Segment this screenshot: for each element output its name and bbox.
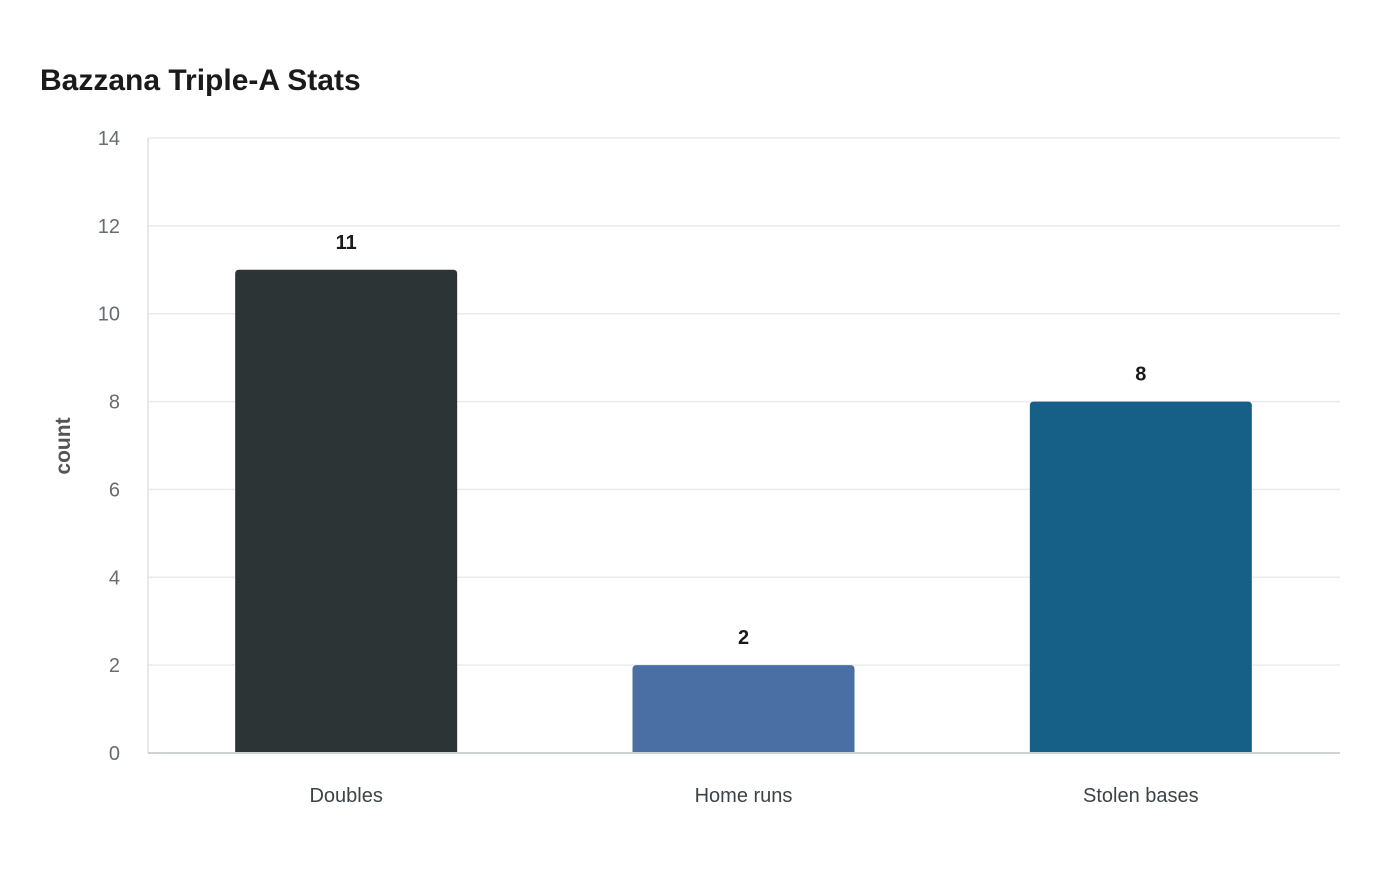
data-label: 11 (336, 232, 357, 254)
bar-stolen-bases (1029, 401, 1252, 753)
data-label: 2 (738, 627, 749, 649)
x-tick-label: Stolen bases (1083, 785, 1199, 807)
bar-home-runs (632, 665, 855, 753)
bar-doubles (235, 269, 458, 753)
x-tick-label: Home runs (695, 785, 793, 807)
x-tick-label: Doubles (309, 785, 382, 807)
y-axis-label: count (52, 417, 75, 474)
y-tick-label: 14 (98, 128, 120, 150)
y-tick-label: 10 (98, 304, 120, 326)
y-tick-label: 12 (98, 216, 120, 238)
y-tick-label: 6 (109, 479, 120, 501)
y-tick-label: 2 (109, 655, 120, 677)
data-label: 8 (1135, 364, 1146, 386)
y-tick-label: 8 (109, 392, 120, 414)
y-tick-label: 4 (109, 567, 120, 589)
chart-title: Bazzana Triple-A Stats (40, 64, 361, 97)
y-tick-label: 0 (109, 743, 120, 765)
